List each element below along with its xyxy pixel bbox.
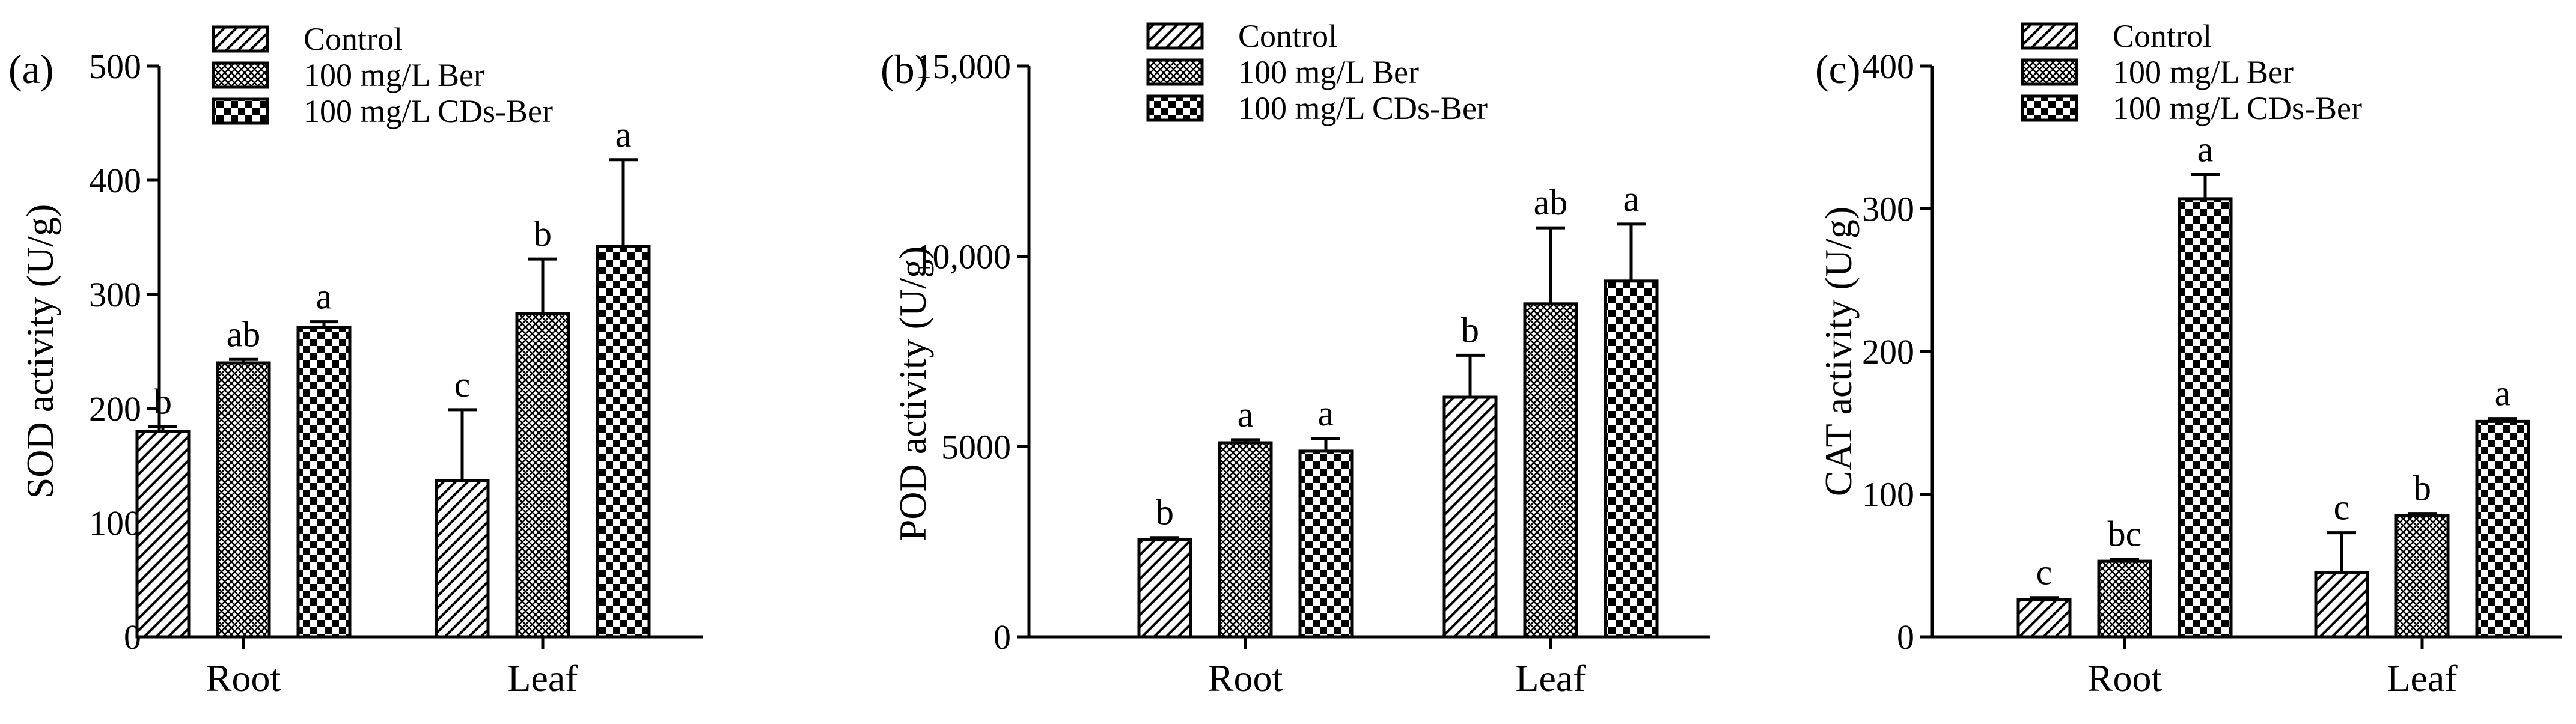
legend-swatch xyxy=(2021,22,2078,50)
panel-label: (b) xyxy=(881,46,928,92)
significance-letter: ab xyxy=(227,314,261,354)
panel-sod: (a) SOD activity (U/g) 0100200300400500R… xyxy=(8,21,703,699)
bar xyxy=(435,479,490,639)
y-tick-label: 100 xyxy=(89,503,141,543)
legend-label: 100 mg/L CDs-Ber xyxy=(2113,90,2362,126)
bar xyxy=(1523,302,1578,639)
bar xyxy=(1137,538,1192,639)
legend-label: 100 mg/L Ber xyxy=(2113,54,2294,90)
bars: b b a ab a a xyxy=(1137,179,1659,639)
x-tick-label: Leaf xyxy=(2387,657,2458,699)
bar xyxy=(515,312,570,639)
significance-letter: ab xyxy=(1534,183,1568,222)
significance-letter: b xyxy=(154,382,172,421)
legend-swatch xyxy=(212,25,269,53)
significance-letter: a xyxy=(1623,179,1640,219)
y-tick-label: 400 xyxy=(89,161,141,200)
bar xyxy=(1218,441,1273,639)
y-axis-label: CAT activity (U/g) xyxy=(1817,207,1860,496)
legend-label: Control xyxy=(304,21,403,57)
significance-letter: b xyxy=(1156,493,1174,532)
bars: c c bc b a a xyxy=(2016,130,2530,639)
x-tick-label: Leaf xyxy=(1515,657,1586,699)
y-tick-label: 5000 xyxy=(941,427,1011,466)
bars: b c ab b a a xyxy=(135,115,651,639)
y-axis-label: POD activity (U/g) xyxy=(891,246,934,541)
bar xyxy=(2475,419,2530,639)
bar xyxy=(1442,395,1498,639)
legend-swatch xyxy=(212,97,269,125)
significance-letter: a xyxy=(2495,374,2511,413)
significance-letter: a xyxy=(1238,395,1254,434)
bar xyxy=(2097,559,2152,639)
bar xyxy=(135,430,191,639)
y-tick-label: 0 xyxy=(993,618,1011,657)
bar xyxy=(2314,571,2369,639)
panel-label: (c) xyxy=(1815,46,1860,92)
significance-letter: b xyxy=(2413,469,2431,508)
legend-label: 100 mg/L Ber xyxy=(1238,54,1419,90)
y-tick-label: 0 xyxy=(1897,618,1914,657)
bar xyxy=(1604,279,1659,639)
y-tick-label: 100 xyxy=(1862,475,1914,514)
significance-letter: c xyxy=(2036,553,2053,592)
y-tick-label: 300 xyxy=(89,275,141,314)
y-tick-label: 10,000 xyxy=(915,237,1012,276)
significance-letter: a xyxy=(2197,130,2214,169)
panel-label: (a) xyxy=(8,46,53,92)
y-tick-label: 15,000 xyxy=(915,47,1012,86)
legend-swatch xyxy=(1146,58,1204,86)
legend-label: 100 mg/L CDs-Ber xyxy=(304,93,553,129)
bar xyxy=(596,245,651,639)
legend-swatch xyxy=(212,61,269,89)
legend-swatch xyxy=(2021,58,2078,86)
significance-letter: a xyxy=(615,115,632,154)
y-axis-label: SOD activity (U/g) xyxy=(19,204,61,499)
y-tick-label: 400 xyxy=(1862,47,1914,86)
significance-letter: a xyxy=(1318,394,1334,433)
significance-letter: bc xyxy=(2108,514,2142,554)
bar xyxy=(2016,598,2072,639)
y-tick-label: 200 xyxy=(1862,332,1914,371)
significance-letter: c xyxy=(2334,488,2350,528)
x-tick-label: Root xyxy=(206,657,281,699)
axes: 0 5000 10,000 15,000 Root Leaf xyxy=(915,47,1710,699)
legend-label: Control xyxy=(2113,18,2212,54)
significance-letter: b xyxy=(1461,310,1479,350)
legend-label: 100 mg/L Ber xyxy=(304,57,484,93)
x-tick-label: Root xyxy=(2087,657,2162,699)
panel-cat: (c) CAT activity (U/g) 0 100 200 300 400 Root… xyxy=(1815,18,2562,699)
legend-label: Control xyxy=(1238,18,1337,54)
legend-swatch xyxy=(2021,94,2078,122)
significance-letter: b xyxy=(534,214,552,254)
x-tick-label: Root xyxy=(1208,657,1283,699)
legend-label: 100 mg/L CDs-Ber xyxy=(1238,90,1488,126)
legend-swatch xyxy=(1146,22,1204,50)
x-tick-label: Leaf xyxy=(507,657,578,699)
y-tick-label: 200 xyxy=(89,389,141,428)
bar xyxy=(216,361,271,639)
bar xyxy=(2394,514,2450,639)
bar xyxy=(2178,197,2233,639)
y-tick-label: 300 xyxy=(1862,190,1914,229)
panel-pod: (b) POD activity (U/g) 0 5000 10,000 15,000… xyxy=(881,18,1710,699)
bar xyxy=(296,326,352,639)
y-tick-label: 500 xyxy=(89,47,141,86)
significance-letter: a xyxy=(316,277,332,317)
significance-letter: c xyxy=(454,365,471,404)
legend-swatch xyxy=(1146,94,1204,122)
bar xyxy=(1298,449,1354,639)
